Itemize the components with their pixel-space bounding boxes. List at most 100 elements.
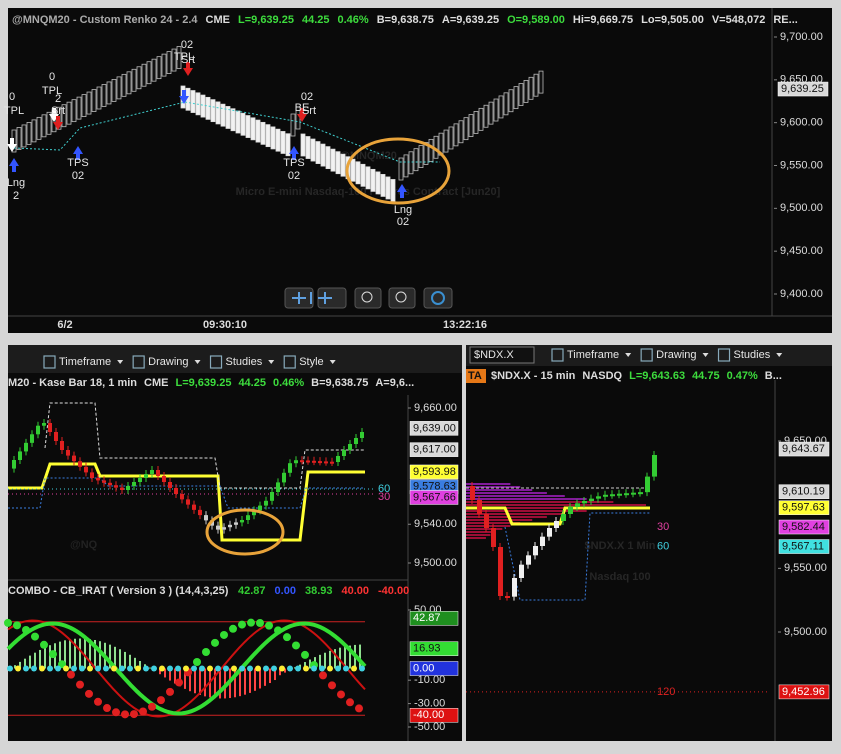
y-tick-label: 9,400.00 <box>780 288 823 300</box>
trade-annotation: BE <box>295 102 310 114</box>
zero-dot <box>239 665 245 672</box>
y-tick-label: -50.00 <box>414 721 445 733</box>
renko-brick <box>265 124 271 148</box>
renko-brick <box>375 171 381 195</box>
candle <box>624 493 629 496</box>
icon <box>292 292 332 304</box>
oscillator-dot <box>157 696 165 705</box>
renko-brick <box>215 101 221 125</box>
header-field: B=9,638.75 <box>377 14 434 26</box>
button[interactable] <box>388 287 416 309</box>
zero-dot <box>135 665 141 672</box>
candle <box>294 460 298 464</box>
candle <box>90 472 94 478</box>
candle <box>288 463 292 473</box>
header-field: L=9,639.25 <box>238 14 294 26</box>
zero-dot <box>47 665 53 672</box>
zero-dot <box>111 665 117 672</box>
button[interactable] <box>423 287 453 309</box>
indicator-reading: 0.00 <box>275 585 296 597</box>
trade-annotation: 2 <box>13 190 19 202</box>
trade-arrow <box>7 138 17 152</box>
renko-brick <box>225 106 231 129</box>
header-field: L=9,643.63 <box>629 370 685 382</box>
price-tag-label: 9,578.63 <box>413 481 456 493</box>
renko-brick <box>66 101 72 125</box>
renko-brick <box>290 113 296 137</box>
candle <box>258 505 262 511</box>
candle <box>360 432 364 438</box>
candle <box>533 546 538 556</box>
price-tag <box>409 490 459 505</box>
renko-brick <box>403 154 409 178</box>
x-tick-label: 13:22:16 <box>443 319 487 331</box>
trade-annotation: TPL <box>4 105 24 117</box>
oscillator-dot <box>292 641 300 650</box>
renko-brick <box>533 73 539 97</box>
renko-brick <box>468 114 474 137</box>
price-tag-label: 42.87 <box>413 612 441 624</box>
watermark: $NDX.X 1 Min <box>585 540 656 552</box>
zoom-toolbar <box>284 287 453 309</box>
header-field: @MNQM20 - Custom Renko 24 - 2.4 <box>12 14 198 26</box>
renko-brick <box>171 48 177 72</box>
trade-arrow <box>183 62 193 76</box>
renko-brick <box>166 51 172 74</box>
candle <box>72 455 76 462</box>
candle <box>589 498 594 501</box>
trade-annotation: 02 <box>288 170 300 182</box>
zero-dot <box>159 665 165 672</box>
renko-brick <box>275 128 281 152</box>
header-field: $NDX.X - 15 min <box>491 370 576 382</box>
price-tag <box>777 81 829 97</box>
button[interactable] <box>354 287 382 309</box>
oscillator-dot <box>22 626 30 635</box>
candle <box>330 461 334 464</box>
renko-brick <box>315 141 321 164</box>
trade-annotation: 02 <box>72 170 84 182</box>
zero-dot <box>271 665 277 672</box>
trade-annotation: TPS <box>67 157 88 169</box>
candle <box>526 555 531 565</box>
toolbar-button[interactable]: Style <box>299 356 323 368</box>
header-field: 0.46% <box>338 14 369 26</box>
renko-brick <box>418 145 424 168</box>
renko-brick <box>116 76 122 100</box>
renko-brick <box>453 123 459 147</box>
y-tick-label: 9,660.00 <box>414 402 457 414</box>
candle <box>318 461 322 464</box>
header-field: 44.25 <box>302 14 330 26</box>
renko-brick <box>498 95 504 119</box>
trade-annotation: Srt <box>181 54 195 66</box>
oscillator-dot <box>4 618 12 627</box>
candle <box>617 493 622 496</box>
toolbar-icon <box>209 355 223 369</box>
oscillator-dot <box>274 626 282 635</box>
toolbar-button[interactable]: Timeframe <box>59 356 111 368</box>
renko-brick <box>210 99 216 123</box>
symbol-box[interactable] <box>469 346 535 364</box>
candle <box>354 438 358 444</box>
candle <box>204 515 208 521</box>
oscillator-dot <box>319 671 327 680</box>
candle <box>342 450 346 456</box>
renko-brick <box>335 151 341 175</box>
zero-dot <box>223 665 229 672</box>
y-tick-label: 9,550.00 <box>784 562 827 574</box>
candle <box>610 494 615 497</box>
toolbar-button[interactable]: Studies <box>734 349 771 361</box>
toolbar-button[interactable]: Drawing <box>656 349 696 361</box>
oscillator-dot <box>220 630 228 639</box>
toolbar-button[interactable]: Drawing <box>148 356 188 368</box>
indicator-title: COMBO - CB_IRAT ( Version 3 ) (14,4,3,25… <box>8 585 229 597</box>
price-tag <box>778 539 830 554</box>
toolbar-button[interactable]: Studies <box>226 356 263 368</box>
toolbar-button[interactable]: Timeframe <box>567 349 619 361</box>
renko-brick <box>463 117 469 141</box>
price-tag <box>778 500 830 515</box>
candle <box>162 476 166 482</box>
renko-brick <box>370 168 376 192</box>
candle <box>300 460 304 463</box>
renko-brick <box>390 179 396 202</box>
renko-brick <box>235 110 241 134</box>
